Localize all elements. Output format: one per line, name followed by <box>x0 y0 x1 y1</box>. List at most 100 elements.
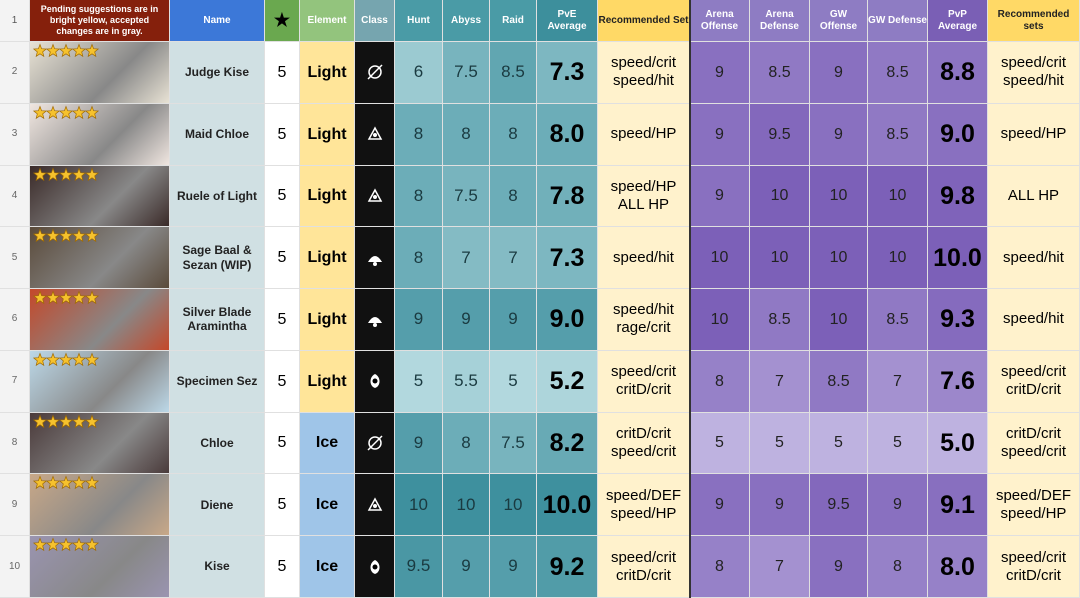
pve-average-cell: 7.8 <box>537 165 598 228</box>
name-cell: Chloe <box>170 412 265 475</box>
hunt-cell: 8 <box>395 165 443 228</box>
hunt-cell: 8 <box>395 103 443 166</box>
star-cell: 5 <box>265 103 300 166</box>
arena-defense-cell: 7 <box>750 350 810 413</box>
recommended-sets-cell: speed/hit <box>988 289 1080 351</box>
element-cell: Light <box>300 103 355 166</box>
arena-offense-cell: 9 <box>690 42 750 104</box>
abyss-cell: 5.5 <box>443 350 490 413</box>
abyss-cell: 8 <box>443 412 490 475</box>
gw-defense-cell: 7 <box>868 350 928 413</box>
recommended-set-cell: speed/HP <box>598 103 690 166</box>
element-cell: Ice <box>300 536 355 598</box>
header-cell: Arena Offense <box>690 0 750 42</box>
pve-average-cell: 7.3 <box>537 42 598 104</box>
portrait <box>30 42 170 104</box>
rarity-stars <box>32 414 100 428</box>
class-icon <box>355 42 395 104</box>
element-cell: Light <box>300 289 355 351</box>
arena-offense-cell: 9 <box>690 165 750 228</box>
portrait <box>30 350 170 413</box>
raid-cell: 7 <box>490 227 537 290</box>
pve-average-cell: 9.0 <box>537 289 598 351</box>
recommended-sets-cell: speed/hit <box>988 227 1080 290</box>
recommended-set-cell: critD/crit speed/crit <box>598 412 690 475</box>
hunt-cell: 10 <box>395 474 443 537</box>
class-symbol <box>367 497 382 511</box>
header-cell: ★ <box>265 0 300 42</box>
star-cell: 5 <box>265 227 300 290</box>
row-number-cell: 7 <box>0 350 30 413</box>
raid-cell: 8 <box>490 103 537 166</box>
raid-cell: 7.5 <box>490 412 537 475</box>
column-divider <box>689 0 691 598</box>
row-number-cell: 4 <box>0 165 30 228</box>
header-cell: PvE Average <box>537 0 598 42</box>
class-icon <box>355 350 395 413</box>
name-cell: Sage Baal & Sezan (WIP) <box>170 227 265 290</box>
header-cell: Name <box>170 0 265 42</box>
star-cell: 5 <box>265 350 300 413</box>
gw-offense-cell: 10 <box>810 227 868 290</box>
abyss-cell: 10 <box>443 474 490 537</box>
class-icon <box>355 227 395 290</box>
element-cell: Light <box>300 42 355 104</box>
raid-cell: 9 <box>490 536 537 598</box>
gw-offense-cell: 5 <box>810 412 868 475</box>
pvp-average-cell: 5.0 <box>928 412 988 475</box>
gw-defense-cell: 9 <box>868 474 928 537</box>
star-cell: 5 <box>265 412 300 475</box>
element-cell: Light <box>300 227 355 290</box>
header-cell: GW Offense <box>810 0 868 42</box>
rarity-stars <box>32 475 100 490</box>
recommended-set-cell: speed/HP ALL HP <box>598 165 690 228</box>
abyss-cell: 7 <box>443 227 490 290</box>
class-symbol <box>367 188 382 202</box>
pvp-average-cell: 9.3 <box>928 289 988 351</box>
arena-defense-cell: 9.5 <box>750 103 810 166</box>
header-cell: Class <box>355 0 395 42</box>
pvp-average-cell: 10.0 <box>928 227 988 290</box>
name-cell: Silver Blade Aramintha <box>170 289 265 351</box>
portrait <box>30 412 170 475</box>
rarity-stars <box>32 352 100 366</box>
class-icon <box>355 165 395 228</box>
class-symbol <box>367 317 382 328</box>
abyss-cell: 9 <box>443 536 490 598</box>
header-cell: Pending suggestions are in bright yellow… <box>30 0 170 42</box>
rarity-stars <box>32 537 100 552</box>
recommended-set-cell: speed/hit rage/crit <box>598 289 690 351</box>
pvp-average-cell: 9.8 <box>928 165 988 228</box>
portrait <box>30 474 170 537</box>
gw-offense-cell: 10 <box>810 165 868 228</box>
class-icon <box>355 474 395 537</box>
raid-cell: 9 <box>490 289 537 351</box>
arena-offense-cell: 10 <box>690 289 750 351</box>
hunt-cell: 9.5 <box>395 536 443 598</box>
pvp-average-cell: 8.8 <box>928 42 988 104</box>
gw-defense-cell: 10 <box>868 227 928 290</box>
class-icon <box>355 103 395 166</box>
hunt-cell: 6 <box>395 42 443 104</box>
header-cell: Recommended Set <box>598 0 690 42</box>
class-symbol <box>367 255 382 266</box>
pvp-average-cell: 7.6 <box>928 350 988 413</box>
pve-average-cell: 8.0 <box>537 103 598 166</box>
header-cell: PvP Average <box>928 0 988 42</box>
element-cell: Light <box>300 165 355 228</box>
arena-defense-cell: 5 <box>750 412 810 475</box>
hunt-cell: 9 <box>395 412 443 475</box>
row-number-cell: 5 <box>0 227 30 290</box>
pvp-average-cell: 9.1 <box>928 474 988 537</box>
abyss-cell: 8 <box>443 103 490 166</box>
gw-offense-cell: 9 <box>810 103 868 166</box>
star-cell: 5 <box>265 165 300 228</box>
class-icon <box>355 412 395 475</box>
recommended-set-cell: speed/crit speed/hit <box>598 42 690 104</box>
name-cell: Diene <box>170 474 265 537</box>
recommended-set-cell: speed/crit critD/crit <box>598 536 690 598</box>
arena-defense-cell: 8.5 <box>750 42 810 104</box>
name-cell: Judge Kise <box>170 42 265 104</box>
gw-offense-cell: 10 <box>810 289 868 351</box>
